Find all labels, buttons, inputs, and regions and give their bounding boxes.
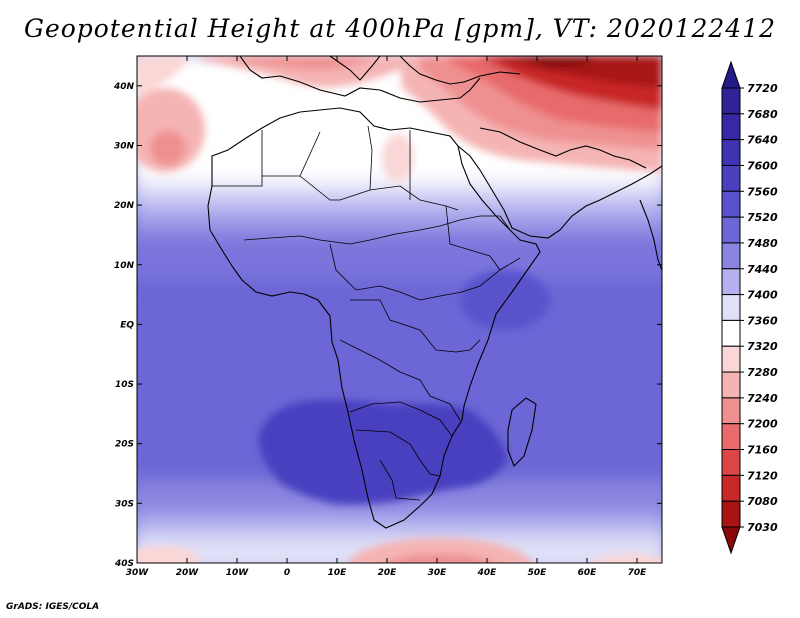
colorbar-swatch <box>721 319 741 347</box>
x-tick-label: 30E <box>428 568 448 578</box>
colorbar-label: 7120 <box>747 469 778 482</box>
colorbar-swatch <box>721 423 741 451</box>
colorbar-label: 7400 <box>747 289 778 302</box>
colorbar-swatch <box>721 345 741 373</box>
colorbar-swatch <box>721 216 741 244</box>
grads-credit: GrADS: IGES/COLA <box>6 602 100 612</box>
x-tick-label: 50E <box>528 568 548 578</box>
y-tick-label: 30N <box>114 141 135 151</box>
map-frame <box>136 55 663 564</box>
y-tick-label: EQ <box>120 320 134 330</box>
colorbar-swatch <box>721 294 741 321</box>
colorbar-swatch <box>721 500 741 528</box>
x-tick-label: 70E <box>628 568 648 578</box>
map-title: Geopotential Height at 400hPa [gpm], VT:… <box>23 14 777 43</box>
y-tick-label: 10S <box>115 380 134 390</box>
latitude-axis: 40N 30N 20N 10N EQ 10S 20S 30S 40S <box>113 82 135 569</box>
colorbar-min-triangle <box>721 526 741 555</box>
colorbar-swatch <box>721 139 741 166</box>
x-tick-label: 20W <box>176 568 200 578</box>
colorbar-label: 7520 <box>747 211 778 224</box>
height-field <box>137 56 662 563</box>
colorbar-swatch <box>721 474 741 502</box>
colorbar-label: 7560 <box>747 185 778 198</box>
colorbar-swatch <box>721 371 741 399</box>
x-tick-label: 40E <box>477 568 498 578</box>
x-tick-label: 20E <box>378 568 398 578</box>
y-tick-label: 20S <box>115 440 134 450</box>
colorbar-label: 7480 <box>747 237 778 250</box>
colorbar-swatch <box>721 190 741 218</box>
y-tick-label: 10N <box>114 261 135 271</box>
colorbar-label: 7200 <box>747 418 778 431</box>
colorbar-swatch <box>721 242 741 270</box>
colorbar-label: 7280 <box>747 366 778 379</box>
colorbar-label: 7240 <box>747 392 778 405</box>
colorbar-label: 7360 <box>747 314 778 327</box>
colorbar-swatch <box>721 113 741 141</box>
colorbar: 7720 7680 7640 7600 7560 7520 7480 7440 7400 7360… <box>721 60 778 555</box>
y-tick-label: 40N <box>113 82 135 92</box>
colorbar-label: 7440 <box>747 263 778 276</box>
y-tick-label: 30S <box>115 499 134 509</box>
colorbar-swatch <box>721 449 741 476</box>
colorbar-label: 7320 <box>747 340 778 353</box>
colorbar-swatch <box>721 397 741 425</box>
x-tick-label: 30W <box>126 568 150 578</box>
colorbar-label: 7030 <box>747 521 778 534</box>
y-tick-label: 40S <box>114 559 134 569</box>
colorbar-label: 7680 <box>747 108 778 121</box>
colorbar-label: 7160 <box>747 444 778 457</box>
colorbar-swatch <box>721 268 741 296</box>
x-tick-label: 60E <box>578 568 598 578</box>
colorbar-label: 7600 <box>747 159 778 172</box>
x-tick-label: 0 <box>284 568 290 578</box>
longitude-axis: 30W 20W 10W 0 10E 20E 30E 40E 50E 60E 70E <box>126 568 647 578</box>
colorbar-label: 7640 <box>747 134 778 147</box>
colorbar-label: 7720 <box>747 82 778 95</box>
coastlines <box>207 56 662 529</box>
country-borders <box>212 125 521 501</box>
colorbar-max-triangle <box>721 60 741 89</box>
colorbar-swatch <box>721 87 741 115</box>
x-tick-label: 10W <box>226 568 250 578</box>
y-tick-label: 20N <box>114 201 135 211</box>
x-tick-label: 10E <box>328 568 348 578</box>
colorbar-label: 7080 <box>747 495 778 508</box>
colorbar-swatch <box>721 164 741 192</box>
